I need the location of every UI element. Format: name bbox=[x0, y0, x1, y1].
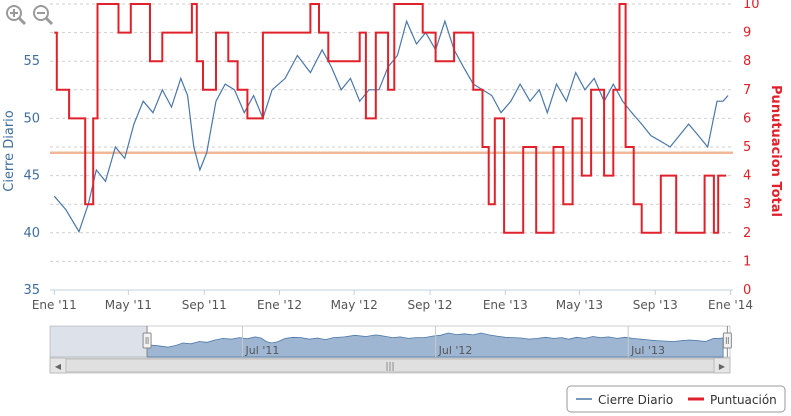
left-tick-label: 35 bbox=[23, 283, 40, 298]
right-tick-label: 8 bbox=[743, 54, 751, 69]
legend-item-cierre[interactable]: Cierre Diario bbox=[576, 393, 673, 407]
right-axis-title: Punutuacion Total bbox=[768, 85, 783, 217]
navigator-area bbox=[146, 332, 724, 358]
scroll-right-arrow-icon: ▶ bbox=[719, 362, 726, 371]
left-tick-label: 40 bbox=[23, 226, 40, 241]
zoom-out-button[interactable] bbox=[33, 5, 54, 26]
x-tick-label: May '11 bbox=[105, 298, 152, 312]
right-tick-label: 7 bbox=[743, 83, 751, 98]
right-tick-label: 5 bbox=[743, 140, 751, 155]
scroll-grip-icon: ||| bbox=[385, 362, 394, 372]
series-layer bbox=[50, 3, 733, 234]
right-tick-label: 2 bbox=[743, 226, 751, 241]
grid-lines bbox=[50, 3, 733, 291]
legend-label-cierre: Cierre Diario bbox=[598, 393, 673, 407]
x-tick-label: May '12 bbox=[331, 298, 378, 312]
navigator-mask-left bbox=[50, 326, 148, 357]
right-tick-label: 9 bbox=[743, 26, 751, 41]
navigator-label: Jul '12 bbox=[438, 344, 473, 357]
navigator[interactable]: Jul '11 Jul '12 Jul '13 bbox=[49, 325, 732, 358]
zoom-in-icon bbox=[6, 5, 27, 26]
x-tick-label: Ene '11 bbox=[32, 298, 77, 312]
right-tick-label: 1 bbox=[743, 254, 751, 269]
right-tick-label: 3 bbox=[743, 197, 751, 212]
navigator-layer: Jul '11 Jul '12 Jul '13 bbox=[50, 326, 732, 358]
scroll-left-arrow-icon: ◀ bbox=[55, 362, 62, 371]
x-tick-label: May '13 bbox=[556, 298, 603, 312]
zoom-in-button[interactable] bbox=[6, 5, 27, 26]
x-tick-label: Ene '12 bbox=[257, 298, 302, 312]
x-tick-label: Ene '13 bbox=[483, 298, 528, 312]
right-tick-label: 10 bbox=[743, 0, 760, 12]
x-axis-ticks: Ene '11 May '11 Sep '11 Ene '12 May '12 Sep '… bbox=[32, 290, 753, 312]
legend-item-puntuacion[interactable]: Puntuación bbox=[688, 393, 777, 407]
scroll-left-button[interactable] bbox=[49, 357, 67, 374]
left-axis-title: Cierre Diario bbox=[2, 110, 17, 192]
right-tick-label: 6 bbox=[743, 111, 751, 126]
left-tick-label: 55 bbox=[23, 54, 40, 69]
x-tick-label: Sep '13 bbox=[633, 298, 678, 312]
x-tick-label: Sep '11 bbox=[182, 298, 227, 312]
navigator-handle-right[interactable] bbox=[722, 332, 732, 349]
left-axis-ticks: 35 40 45 50 55 bbox=[23, 54, 40, 298]
navigator-label: Jul '11 bbox=[245, 344, 280, 357]
zoom-out-icon bbox=[33, 5, 54, 26]
series-cierre-diario-line bbox=[53, 19, 729, 234]
legend-label-puntuacion: Puntuación bbox=[710, 393, 777, 407]
scroll-right-button[interactable] bbox=[713, 357, 731, 374]
legend: Cierre Diario Puntuación bbox=[566, 385, 786, 413]
right-axis-ticks: 0 1 2 3 4 5 6 7 8 9 10 bbox=[743, 0, 760, 298]
right-tick-label: 4 bbox=[743, 169, 751, 184]
left-tick-label: 50 bbox=[23, 111, 40, 126]
left-tick-label: 45 bbox=[23, 169, 40, 184]
series-puntuacion-line bbox=[54, 3, 727, 234]
scrollbar[interactable]: ◀ ▶ ||| bbox=[49, 357, 731, 374]
x-tick-label: Sep '12 bbox=[408, 298, 453, 312]
right-tick-label: 0 bbox=[743, 283, 751, 298]
navigator-handle-left[interactable] bbox=[142, 332, 152, 349]
navigator-label: Jul '13 bbox=[630, 344, 665, 357]
legend-box bbox=[566, 385, 786, 413]
x-tick-label: Ene '14 bbox=[708, 298, 753, 312]
